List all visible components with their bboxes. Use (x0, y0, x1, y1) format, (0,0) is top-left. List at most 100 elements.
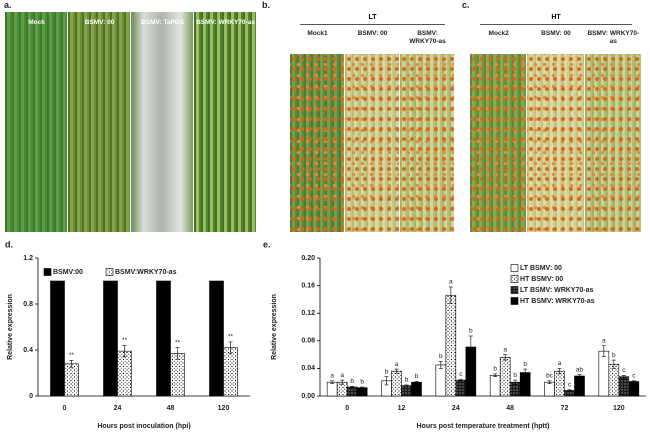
legend-label: HT BSMV: 00 (520, 276, 563, 283)
y-tick-label: 0.00 (301, 393, 315, 400)
error-bar (547, 380, 552, 384)
bar (455, 379, 467, 397)
panel-letter: a. (4, 0, 12, 10)
significance-label: b (405, 377, 409, 384)
photo-label: BSMV: 00 (541, 30, 571, 37)
y-tick-label: 0.4 (23, 347, 33, 354)
bar (223, 347, 238, 397)
error-bar (523, 368, 528, 377)
leaf-photo (131, 12, 193, 232)
panel-letter: e. (263, 239, 271, 249)
significance-label: ** (69, 352, 75, 359)
x-tick-label: 24 (114, 405, 122, 412)
y-tick-label: 0.08 (301, 338, 315, 345)
legend-label: HT BSMV: WRKY70-as (520, 298, 595, 305)
error-bar (448, 286, 453, 304)
legend-swatch (510, 264, 519, 272)
x-axis-title: Hours post inoculation (hpi) (97, 423, 190, 430)
error-bar (414, 381, 419, 384)
error-bar (458, 379, 463, 382)
legend-item: HT BSMV: WRKY70-as (510, 297, 595, 305)
error-bar (631, 380, 636, 383)
legend-label: BSMV:WRKY70-as (115, 269, 177, 276)
y-tick-label: 0.8 (23, 301, 33, 308)
legend-swatch (105, 268, 114, 276)
bar (170, 353, 185, 397)
error-bar (350, 386, 355, 389)
significance-label: ** (175, 339, 181, 346)
error-bar (404, 384, 409, 387)
significance-label: b (493, 366, 497, 373)
significance-label: c (459, 371, 463, 378)
y-tick-label: 0.12 (301, 310, 315, 317)
legend-item: HT BSMV: 00 (510, 275, 563, 283)
legend-label: LT BSMV: 00 (520, 265, 562, 272)
panel-letter: d. (5, 239, 13, 249)
significance-label: ** (228, 334, 234, 341)
legend-label: LT BSMV: WRKY70-as (520, 287, 593, 294)
leaf-photo (345, 54, 399, 232)
error-bar (360, 386, 365, 389)
error-bar (122, 345, 127, 358)
y-tick-label: 0 (29, 393, 33, 400)
y-axis-title: Relative expression (7, 294, 14, 360)
legend-swatch (510, 297, 519, 305)
error-bar (228, 341, 233, 354)
x-tick-label: 120 (218, 405, 230, 412)
bar (435, 364, 447, 397)
legend-swatch (510, 286, 519, 294)
legend-item: LT BSMV: WRKY70-as (510, 286, 593, 294)
bar (608, 363, 620, 397)
photo-label: Mock2 (488, 30, 509, 37)
significance-label: a (340, 372, 344, 379)
bar (554, 370, 565, 397)
bar (156, 280, 171, 397)
legend-item: BSMV:00 (43, 268, 83, 276)
significance-label: b (612, 352, 616, 359)
error-bar (513, 379, 518, 385)
legend-swatch (510, 275, 519, 283)
significance-label: c (568, 382, 572, 389)
photo-label: BSMV: TaPDS (141, 19, 184, 26)
photo-label: BSMV: WRKY70-as (196, 19, 255, 26)
bar (489, 375, 501, 397)
photo-label: Mock1 (307, 30, 328, 37)
title-rule (300, 24, 445, 25)
legend-swatch (43, 268, 52, 276)
y-tick-label: 0.16 (301, 282, 315, 289)
x-tick-label: 48 (167, 405, 175, 412)
chart-e: e. 0.00 0.04 0.08 0.12 0.16 0.20 Relative expre… (263, 239, 646, 430)
error-bar (557, 368, 562, 375)
photo-panels: a. Mock BSMV: 00 BSMV: TaPDS BSMV: WRKY70-as… (4, 0, 641, 232)
bar (598, 350, 610, 397)
bar (574, 375, 585, 397)
significance-label: a (449, 279, 453, 286)
panel-title: LT (368, 14, 377, 21)
y-tick-label: 0.20 (301, 255, 315, 262)
error-bar (438, 361, 443, 369)
x-tick-label: 48 (506, 405, 514, 412)
error-bar (384, 376, 389, 386)
bar (411, 381, 422, 397)
significance-label: b (469, 328, 473, 335)
bar (346, 386, 358, 397)
bar (103, 280, 118, 397)
bar (544, 381, 555, 397)
error-bar (175, 347, 180, 360)
significance-label: a (395, 361, 399, 368)
legend-item: LT BSMV: 00 (510, 264, 562, 272)
significance-label: b (439, 353, 443, 360)
panel-letter: b. (262, 0, 270, 10)
legend-label: BSMV:00 (53, 269, 83, 276)
error-bar (340, 379, 345, 385)
error-bar (567, 389, 572, 392)
x-tick-label: 12 (398, 405, 406, 412)
significance-label: ** (122, 337, 128, 344)
error-bar (577, 374, 582, 378)
y-axis-title: Relative expression (271, 294, 278, 360)
significance-label: b (415, 373, 419, 380)
panel-title: HT (551, 14, 561, 21)
significance-label: b (513, 372, 517, 379)
significance-label: a (503, 346, 507, 353)
